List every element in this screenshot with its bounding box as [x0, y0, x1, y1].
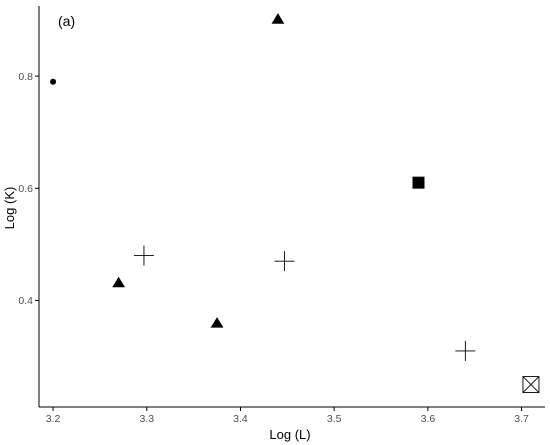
square-point	[412, 176, 425, 189]
triangle-point	[271, 13, 285, 24]
square-x-box	[522, 376, 540, 394]
x-tick-label: 3.3	[139, 413, 154, 425]
plot-panel: 0.4 0.6 0.8 3.2 3.3 3.4 3.5 3.6 3.7	[18, 6, 545, 425]
triangle-point	[112, 276, 126, 288]
square-x-diag-2	[522, 376, 540, 393]
x-axis-title: Log (L)	[269, 427, 310, 442]
x-tick-label: 3.6	[421, 413, 436, 425]
y-axis-title: Log (K)	[2, 187, 17, 230]
square-x-point	[522, 376, 540, 394]
plus-point	[455, 340, 476, 361]
x-axis-ticks: 3.2 3.3 3.4 3.5 3.6 3.7	[46, 407, 529, 425]
x-tick-label: 3.5	[327, 413, 342, 425]
y-tick-label: 0.8	[18, 71, 33, 83]
data-points	[50, 13, 540, 394]
panel-label: (a)	[58, 13, 75, 29]
x-tick-label: 3.4	[233, 413, 248, 425]
x-tick-label: 3.2	[46, 413, 61, 425]
triangle-point	[210, 317, 224, 328]
plus-point	[274, 251, 295, 272]
plus-point	[133, 245, 154, 266]
y-axis-ticks: 0.4 0.6 0.8	[18, 71, 39, 307]
x-tick-label: 3.7	[514, 413, 529, 425]
circle-point	[50, 78, 57, 85]
y-tick-label: 0.4	[18, 295, 33, 307]
y-tick-label: 0.6	[18, 183, 33, 195]
